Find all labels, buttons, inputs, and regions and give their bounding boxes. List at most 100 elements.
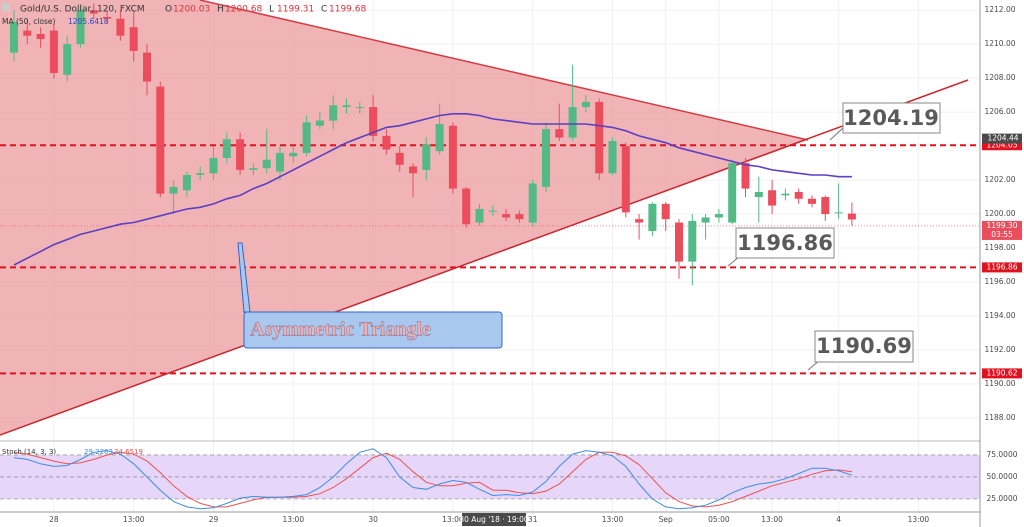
- candle-body: [595, 101, 604, 174]
- x-tick-label: 13:00: [282, 515, 304, 524]
- candle-body: [728, 163, 737, 223]
- candle-body: [103, 16, 112, 19]
- crosshair-time-bg: [462, 513, 526, 526]
- candle-body: [555, 129, 564, 138]
- candle-body: [143, 52, 151, 82]
- level-tag: 1196.86: [986, 262, 1017, 271]
- ma-line: [13, 113, 852, 266]
- candle-body: [409, 166, 417, 174]
- candle-body: [196, 173, 205, 175]
- candle-body: [754, 191, 763, 198]
- callout: 1204.19: [843, 106, 939, 130]
- candle-body: [302, 122, 311, 153]
- candle-body: [581, 101, 590, 108]
- candle-body: [635, 219, 644, 223]
- candle-body: [249, 168, 258, 170]
- icon: [2, 3, 10, 11]
- candle-body: [76, 10, 85, 45]
- candle-body: [435, 124, 444, 152]
- candle-body: [768, 190, 777, 206]
- candle-body: [49, 30, 58, 74]
- last-price-tag: 1199.30: [986, 221, 1017, 230]
- stoch-d-value: 34.6519: [114, 448, 143, 456]
- candle-body: [542, 129, 550, 187]
- candle-body: [342, 105, 351, 108]
- candle-body: [369, 107, 378, 136]
- y-tick-label: 1192.00: [984, 345, 1015, 354]
- ma-value: 1205.6418: [68, 17, 109, 26]
- triangle-lower: [0, 79, 969, 436]
- level-tag-bg: [982, 368, 1022, 379]
- y-tick-label: 1206.00: [984, 107, 1015, 116]
- candle-body: [315, 120, 324, 126]
- candle-body: [448, 125, 457, 189]
- pattern-label: Asymmetric Triangle: [250, 319, 431, 341]
- callout-pointer: [829, 127, 844, 141]
- triangle-upper: [199, 0, 809, 141]
- x-tick-label: 29: [209, 515, 219, 524]
- candle-body: [129, 27, 138, 51]
- x-tick-label: 13:00: [761, 515, 783, 524]
- candle-body: [781, 193, 790, 196]
- ohlc-key: H: [217, 5, 224, 15]
- ohlc-value: 1199.31: [277, 5, 314, 15]
- y-tick-label: 1212.00: [984, 5, 1015, 14]
- candle-body: [462, 188, 471, 225]
- candle-body: [422, 144, 431, 170]
- candle-body: [608, 141, 617, 174]
- x-tick-label: Sep: [659, 515, 673, 524]
- y-tick-label: 1202.00: [984, 175, 1015, 184]
- level-tag-bg: [982, 140, 1022, 151]
- candle-body: [395, 152, 404, 165]
- candle-body: [89, 10, 98, 14]
- candle-body: [329, 105, 338, 121]
- crosshair-plus: +: [982, 133, 990, 143]
- candle-body: [276, 152, 284, 172]
- ohlc-key: C: [321, 5, 327, 15]
- level-tag: 1190.62: [986, 368, 1017, 377]
- y-tick-label: 1208.00: [984, 73, 1015, 82]
- x-tick-label: 4: [836, 515, 841, 524]
- callout-box: [814, 330, 914, 363]
- ohlc-key: L: [269, 5, 274, 15]
- x-tick-label: 30: [368, 515, 378, 524]
- countdown: 03:55: [991, 230, 1013, 239]
- candle-body: [23, 30, 32, 36]
- ma-name: MA (50, close): [2, 17, 56, 26]
- candle-body: [714, 214, 723, 218]
- crosshair-time: 30 Aug '18 · 19:00: [459, 515, 529, 524]
- callout: 1196.86: [737, 231, 833, 255]
- x-tick-label: 28: [49, 515, 59, 524]
- candle-body: [847, 213, 856, 220]
- candle-body: [169, 186, 178, 194]
- candle-body: [834, 212, 843, 214]
- stoch-tick-label: 75.0000: [986, 450, 1017, 459]
- candle-body: [688, 220, 697, 262]
- x-tick-label: 13:00: [123, 515, 145, 524]
- pattern-box: [243, 311, 503, 349]
- candle-body: [741, 163, 750, 189]
- ohlc-value: 1200.03: [173, 5, 210, 15]
- candle-body: [262, 159, 271, 169]
- y-tick-label: 1190.00: [984, 379, 1015, 388]
- candle-body: [116, 18, 125, 36]
- x-tick-label: 05:00: [708, 515, 730, 524]
- x-tick-label: 13:00: [602, 515, 624, 524]
- candle-body: [475, 208, 484, 223]
- candle-body: [502, 214, 511, 218]
- candle-body: [36, 33, 45, 40]
- callout-box: [735, 227, 835, 259]
- candle-body: [236, 139, 245, 170]
- x-tick-label: 31: [528, 515, 538, 524]
- last-price-bg: [982, 220, 1022, 240]
- candle-body: [794, 191, 803, 199]
- candle-body: [382, 135, 391, 150]
- candle-body: [675, 222, 683, 262]
- y-tick-label: 1194.00: [984, 311, 1015, 320]
- candle-body: [355, 107, 364, 109]
- stoch-k-value: 29.2263: [84, 448, 113, 456]
- y-tick-label: 1210.00: [984, 39, 1015, 48]
- candle-body: [222, 139, 231, 158]
- level-tag: 1204.05: [986, 140, 1017, 149]
- candle-body: [621, 146, 630, 213]
